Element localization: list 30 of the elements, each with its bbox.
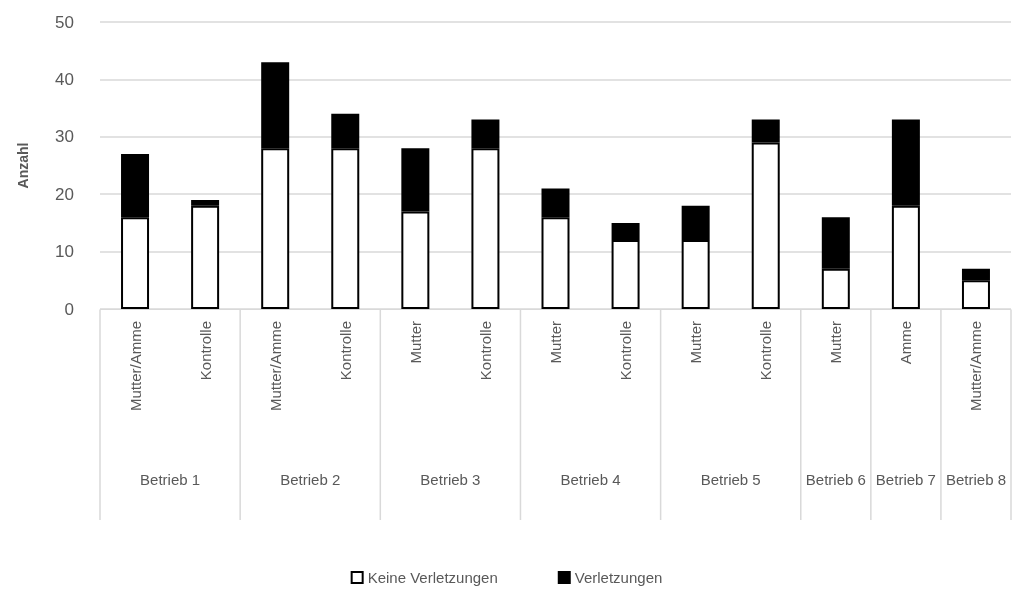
x-tick-label: Kontrolle — [196, 321, 214, 381]
y-tick-label: 20 — [55, 184, 74, 204]
y-tick-label: 40 — [55, 69, 74, 89]
text: Betrieb 8 — [945, 470, 1006, 488]
x-tick-label: Mutter — [687, 321, 705, 364]
text: Betrieb 1 — [140, 470, 201, 488]
x-tick-label: Kontrolle — [336, 321, 354, 381]
y-tick-label: 10 — [55, 242, 74, 262]
y-tick-label: 0 — [64, 299, 74, 319]
x-tick-label: Mutter/Amme — [967, 321, 985, 412]
legend-label: Keine Verletzungen — [367, 569, 498, 586]
x-tick-label: Kontrolle — [617, 321, 635, 381]
x-tick-label: Mutter — [547, 321, 564, 364]
y-tick-label: 50 — [55, 12, 74, 32]
x-tick-label: Kontrolle — [476, 321, 494, 381]
x-tick-label: Mutter — [827, 321, 845, 364]
text: Betrieb 6 — [805, 470, 866, 488]
x-tick-label: Mutter/Amme — [266, 321, 284, 412]
x-tick-label: Amme — [897, 321, 915, 365]
text: Betrieb 4 — [560, 470, 621, 488]
x-tick-label: Mutter/Amme — [126, 321, 144, 412]
y-tick-label: 30 — [55, 127, 74, 147]
x-tick-label: Kontrolle — [757, 321, 775, 381]
text: Betrieb 7 — [875, 470, 936, 488]
text: Betrieb 5 — [700, 470, 761, 488]
text: Betrieb 2 — [280, 470, 341, 488]
x-tick-label: Mutter — [406, 321, 424, 364]
y-axis-title: Anzahl — [15, 142, 31, 189]
text: Betrieb 3 — [420, 470, 481, 488]
legend-label: Verletzungen — [574, 569, 663, 586]
